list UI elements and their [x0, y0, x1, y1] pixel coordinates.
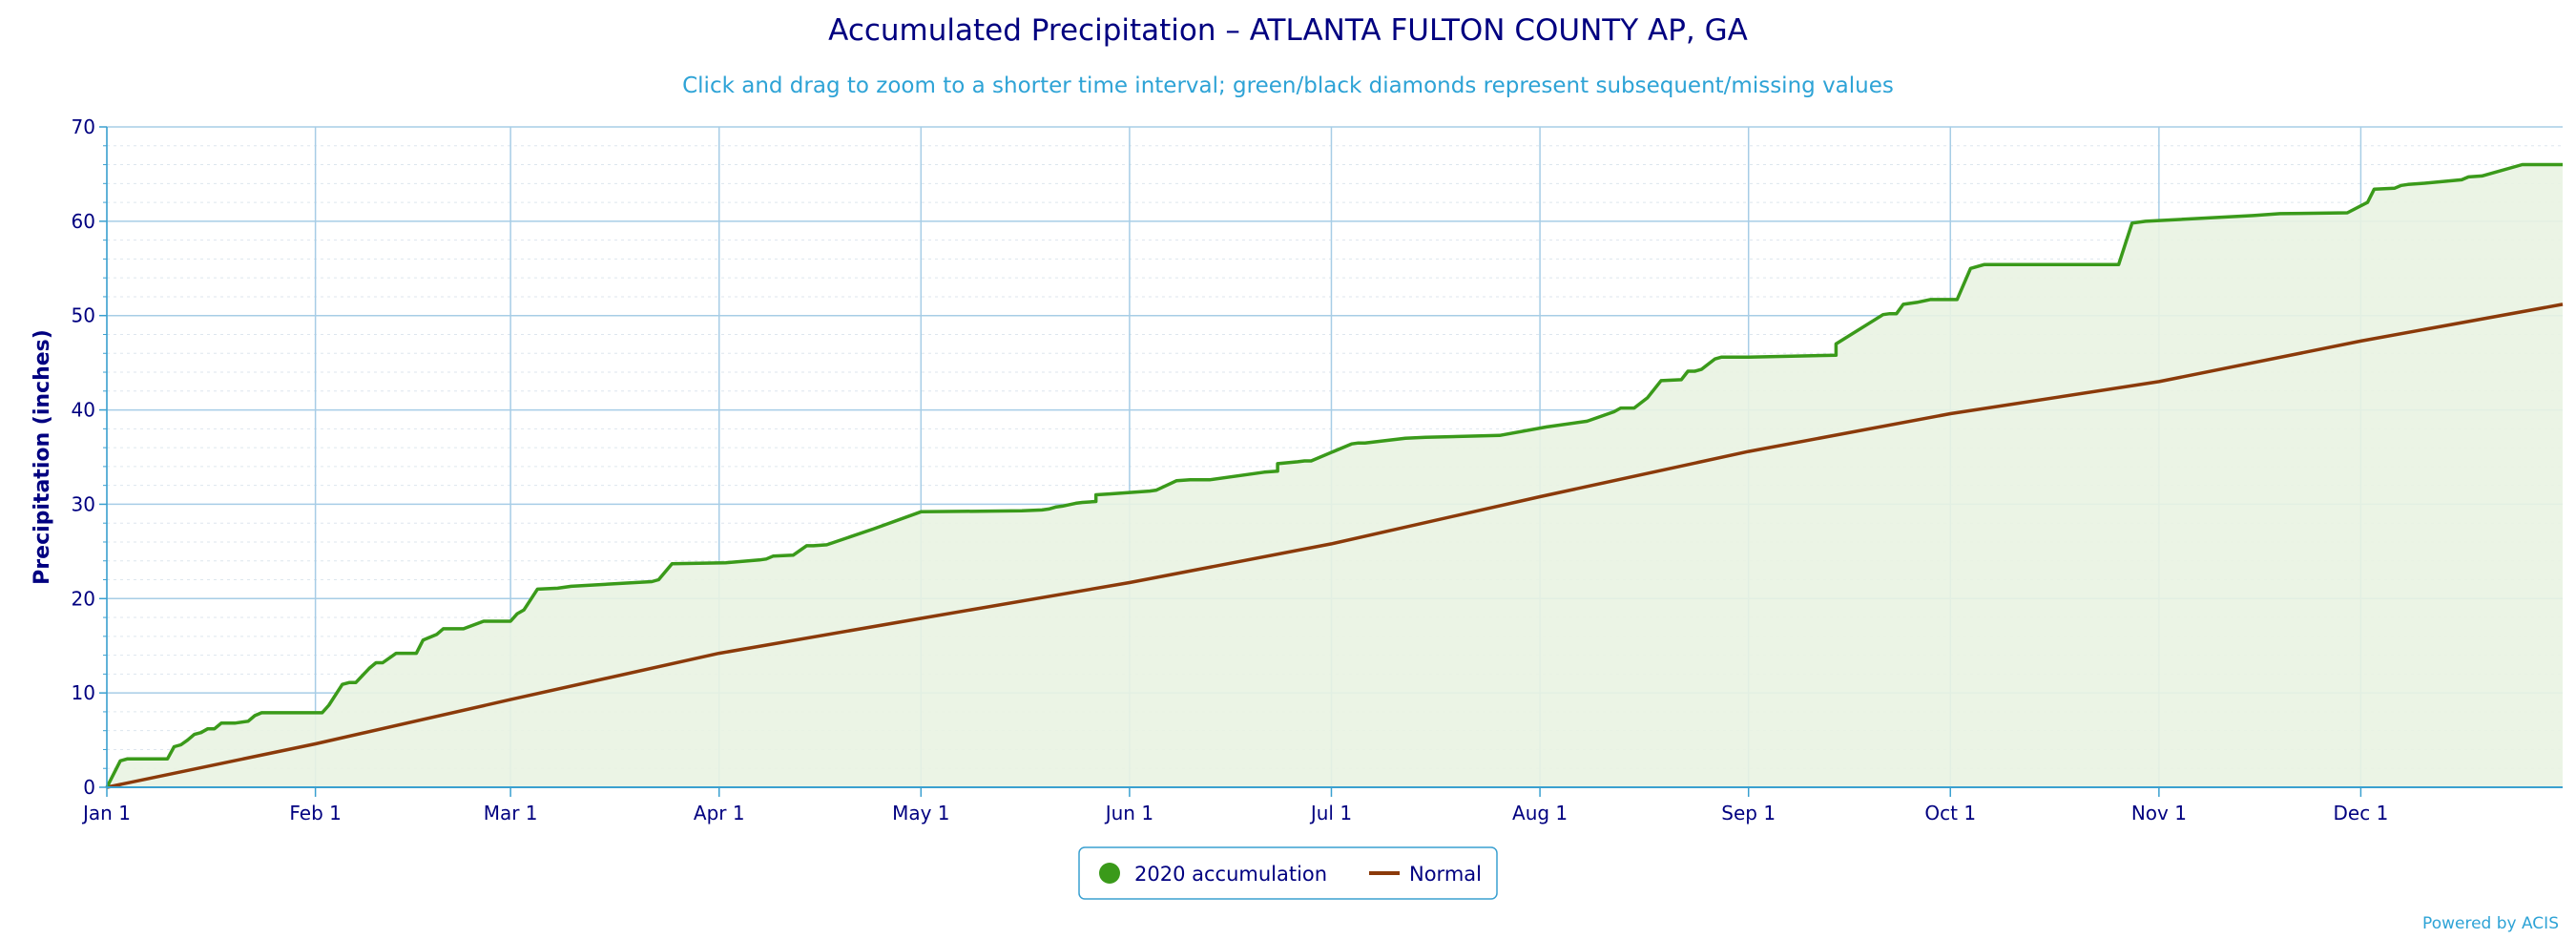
normal-line: [106, 303, 2564, 789]
x-tick-label: Feb 1: [289, 802, 342, 824]
y-tick-label: 60: [72, 210, 95, 233]
y-tick-label: 50: [72, 304, 95, 327]
x-tick-label: Jun 1: [1104, 802, 1153, 824]
y-tick-label: 10: [72, 681, 95, 704]
y-tick-label: 70: [72, 115, 95, 138]
y-tick-label: 30: [72, 492, 95, 515]
x-tick-label: Sep 1: [1721, 802, 1776, 824]
x-tick-label: Jan 1: [81, 802, 131, 824]
x-tick-label: Mar 1: [484, 802, 538, 824]
accumulation-area: [107, 164, 2563, 787]
series-layer: [105, 162, 2564, 789]
y-axis: 0 10 20 30 40 50 60 70: [72, 115, 108, 799]
legend-label-2020-accumulation: 2020 accumulation: [1134, 863, 1327, 886]
chart-title: Accumulated Precipitation – ATLANTA FULT…: [828, 13, 1748, 48]
x-tick-label: Apr 1: [694, 802, 745, 824]
accumulation-line: [105, 162, 2563, 788]
legend[interactable]: 2020 accumulation Normal: [1078, 846, 1498, 900]
legend-box: [1078, 846, 1498, 900]
credits-link[interactable]: Powered by ACIS: [2422, 914, 2559, 933]
x-tick-label: Jul 1: [1309, 802, 1352, 824]
plot-area[interactable]: Jan 1 Feb 1 Mar 1 Apr 1 May 1 Jun 1 Jul 1 Aug 1…: [72, 115, 2564, 824]
x-axis: Jan 1 Feb 1 Mar 1 Apr 1 May 1 Jun 1 Jul 1 Aug 1…: [81, 786, 2563, 824]
legend-label-normal: Normal: [1409, 863, 1482, 886]
x-tick-label: Nov 1: [2131, 802, 2187, 824]
y-axis-label: Precipitation (inches): [31, 329, 54, 585]
x-tick-label: Dec 1: [2334, 802, 2389, 824]
y-tick-label: 40: [72, 399, 95, 422]
legend-item-2020-accumulation[interactable]: 2020 accumulation: [1099, 863, 1327, 886]
x-tick-label: Aug 1: [1512, 802, 1568, 824]
x-tick-label: Oct 1: [1924, 802, 1976, 824]
y-tick-label: 20: [72, 587, 95, 610]
legend-marker-2020-accumulation: [1099, 863, 1120, 884]
x-tick-label: May 1: [892, 802, 949, 824]
y-tick-label: 0: [83, 776, 95, 799]
chart-subtitle: Click and drag to zoom to a shorter time…: [682, 73, 1894, 98]
legend-item-normal[interactable]: Normal: [1369, 863, 1482, 886]
